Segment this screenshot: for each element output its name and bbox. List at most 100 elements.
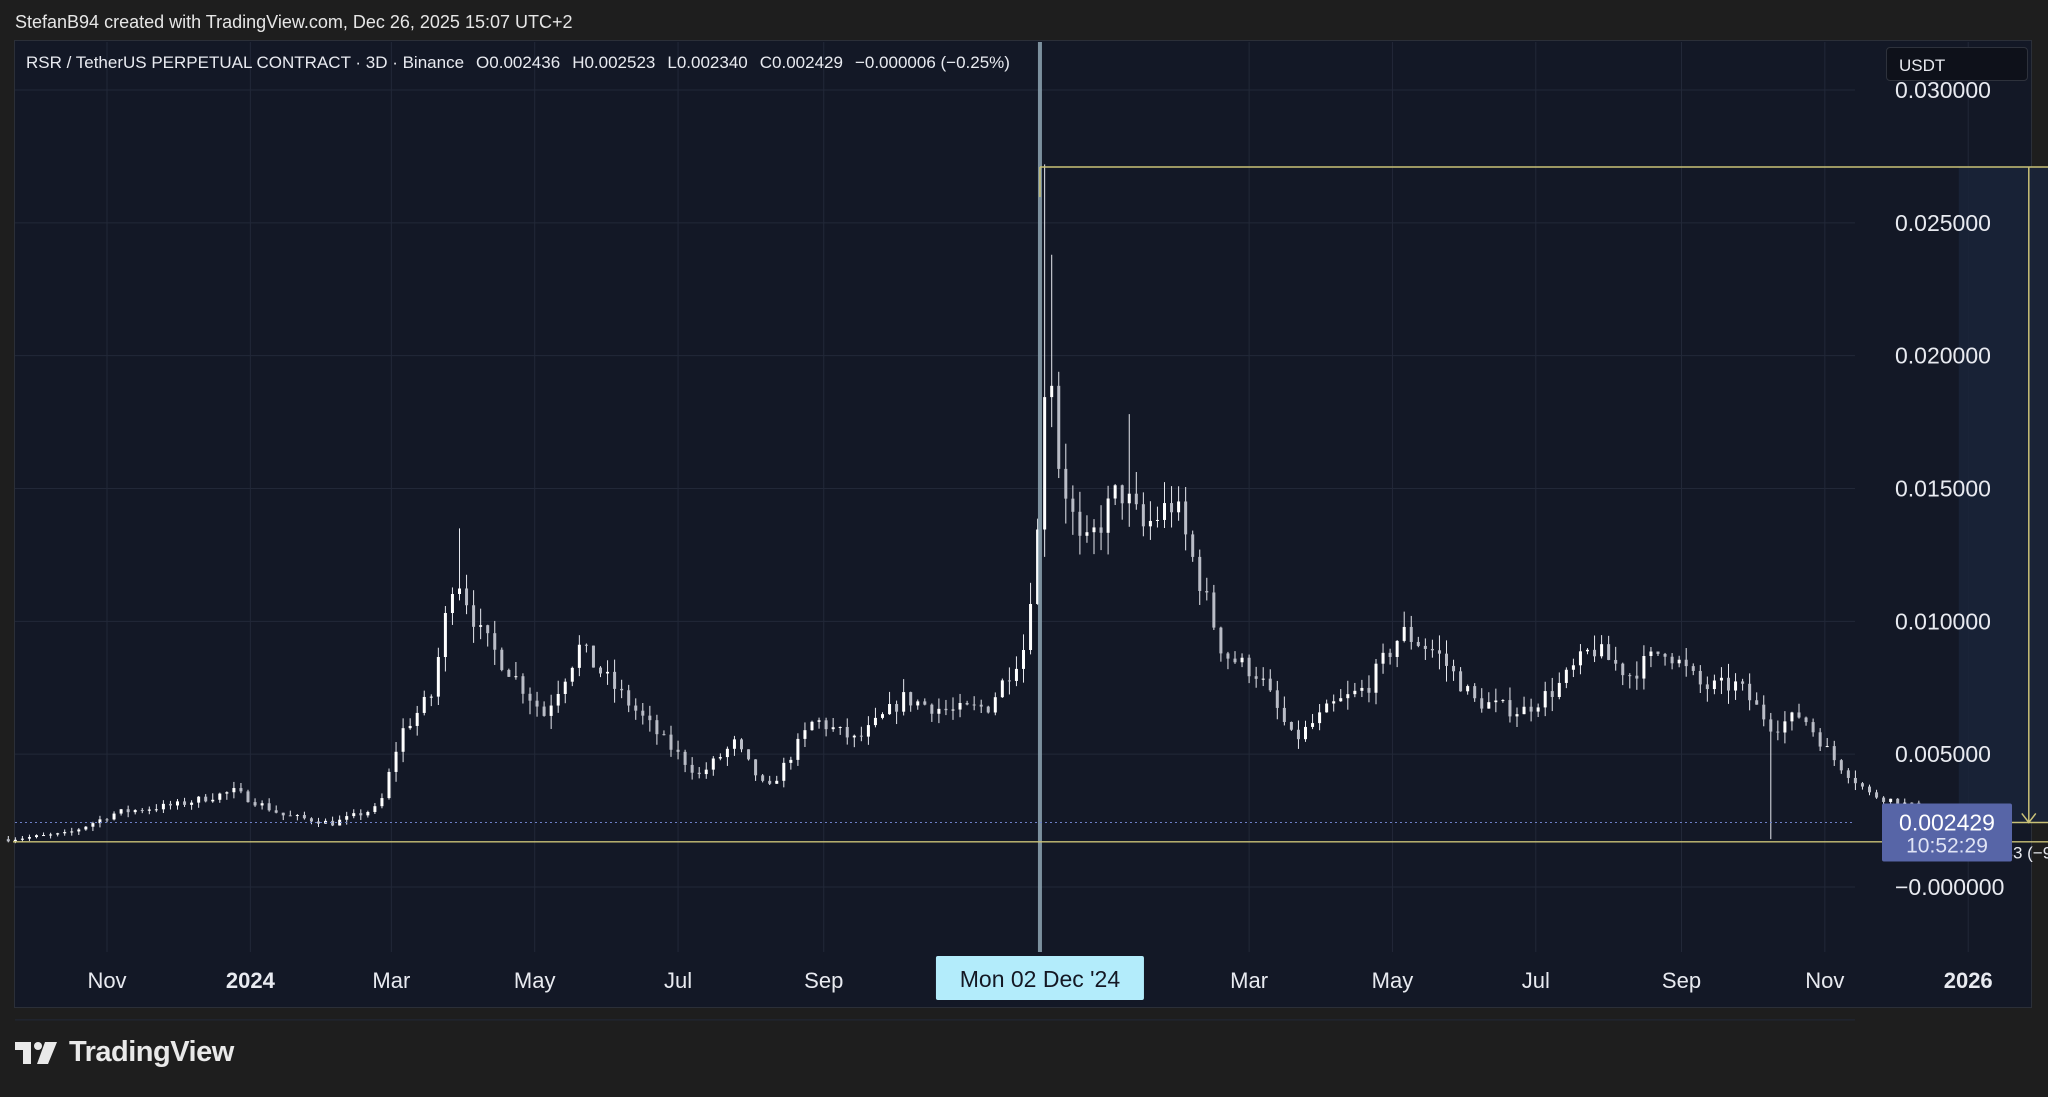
candle-body: [859, 735, 863, 737]
candle-body: [1790, 712, 1794, 722]
candle-body: [1325, 703, 1329, 713]
candle-body: [1734, 681, 1738, 691]
y-axis-tick-label: 0.010000: [1895, 608, 1991, 634]
candle-body: [408, 725, 412, 729]
candle-body: [923, 701, 927, 705]
candle-body: [140, 810, 144, 812]
candle-body: [1409, 626, 1413, 642]
candle-body: [359, 813, 363, 816]
candle-body: [1466, 686, 1470, 692]
candle-body: [331, 820, 335, 826]
chart-grid: [15, 42, 1969, 1021]
candle-body: [1085, 532, 1089, 536]
candle-body: [584, 644, 588, 646]
candle-body: [317, 821, 320, 824]
candle-body: [1113, 485, 1117, 499]
candle-body: [1374, 663, 1378, 693]
candle-body: [1501, 700, 1505, 702]
candle-body: [740, 739, 743, 750]
candle-body: [1910, 802, 1914, 804]
candle-body: [1120, 485, 1124, 504]
candle-body: [112, 813, 116, 820]
symbol-legend[interactable]: RSR / TetherUS PERPETUAL CONTRACT · 3D ·…: [26, 53, 1010, 73]
candle-body: [599, 667, 602, 674]
measurement-arrow-head: [2021, 813, 2037, 824]
legend-low: L0.002340: [667, 53, 748, 72]
candle-body: [458, 588, 461, 595]
candle-body: [1783, 721, 1787, 733]
x-axis-tick-label: Jul: [664, 968, 692, 993]
candle-body: [1367, 687, 1371, 693]
candle-body: [154, 809, 158, 811]
candle-body: [1134, 493, 1138, 505]
candle-body: [1677, 659, 1681, 664]
candle-body: [732, 739, 736, 749]
candle-body: [768, 780, 772, 784]
candle-body: [42, 835, 46, 837]
candle-body: [507, 669, 511, 677]
candle-body: [549, 705, 553, 716]
candle-body: [1550, 691, 1554, 697]
chart-axes: 0.030000 0.025000 0.020000 0.015000 0.010000…: [87, 77, 2012, 1000]
candle-body: [669, 734, 673, 750]
candle-body: [6, 839, 10, 842]
candle-body: [824, 720, 828, 730]
candle-body: [514, 676, 518, 678]
measurement-zone: [1958, 167, 2048, 823]
candle-body: [803, 730, 807, 739]
candle-body: [1346, 694, 1350, 699]
candle-body: [1071, 498, 1075, 512]
candle-body: [35, 835, 38, 838]
candle-body: [852, 735, 856, 738]
candle-body: [718, 757, 722, 759]
currency-selector-button[interactable]: USDT: [1886, 47, 2028, 81]
candle-body: [1797, 712, 1801, 718]
candle-body: [577, 644, 581, 668]
candle-body: [1811, 722, 1815, 733]
x-axis-tick-label: Nov: [87, 968, 126, 993]
candle-body: [302, 815, 306, 819]
candle-body: [1099, 527, 1103, 533]
candle-body: [465, 588, 469, 606]
candle-body: [895, 704, 899, 712]
candle-body: [1536, 707, 1540, 712]
candle-body: [775, 780, 779, 784]
symbol-title[interactable]: RSR / TetherUS PERPETUAL CONTRACT · 3D ·…: [26, 53, 465, 72]
candle-body: [338, 819, 342, 826]
candle-body: [1656, 651, 1660, 654]
x-axis-tick-label: Jul: [1522, 968, 1550, 993]
candle-body: [845, 726, 849, 738]
candle-body: [944, 708, 948, 711]
candle-body: [147, 809, 151, 811]
candle-body: [1296, 729, 1300, 740]
candle-body: [1212, 592, 1216, 628]
candle-body: [1776, 731, 1780, 733]
candle-body: [1036, 529, 1040, 604]
candle-body: [535, 700, 539, 707]
chart-pane[interactable]: [14, 40, 2032, 1008]
candle-body: [1529, 706, 1533, 712]
candle-body: [98, 819, 102, 824]
candle-body: [443, 613, 447, 658]
candle-body: [486, 625, 490, 634]
candle-body: [1860, 783, 1864, 787]
candle-body: [1741, 681, 1745, 684]
candle-body: [1022, 650, 1025, 669]
candle-body: [1170, 503, 1174, 513]
candle-body: [620, 688, 624, 691]
candle-body: [436, 657, 440, 697]
candle-body: [1155, 519, 1159, 521]
candle-body: [1755, 700, 1759, 705]
candle-body: [1670, 656, 1674, 664]
candle-body: [542, 706, 546, 716]
candle-body: [1712, 680, 1716, 690]
candle-body: [253, 802, 257, 806]
candle-body: [239, 788, 243, 792]
candle-body: [1437, 650, 1441, 654]
candle-body: [190, 802, 194, 805]
candle-body: [415, 712, 419, 726]
candle-body: [1719, 677, 1723, 681]
candle-body: [1564, 669, 1568, 683]
candle-body: [13, 839, 17, 842]
